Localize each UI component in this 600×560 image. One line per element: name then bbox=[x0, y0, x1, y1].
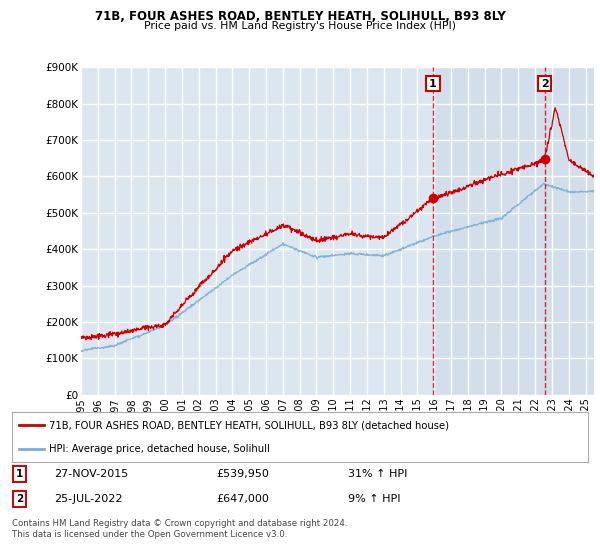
Text: 71B, FOUR ASHES ROAD, BENTLEY HEATH, SOLIHULL, B93 8LY: 71B, FOUR ASHES ROAD, BENTLEY HEATH, SOL… bbox=[95, 10, 505, 23]
Text: 2: 2 bbox=[16, 494, 23, 504]
Text: £539,950: £539,950 bbox=[216, 469, 269, 479]
Text: 31% ↑ HPI: 31% ↑ HPI bbox=[348, 469, 407, 479]
Text: 27-NOV-2015: 27-NOV-2015 bbox=[54, 469, 128, 479]
Text: 71B, FOUR ASHES ROAD, BENTLEY HEATH, SOLIHULL, B93 8LY (detached house): 71B, FOUR ASHES ROAD, BENTLEY HEATH, SOL… bbox=[49, 420, 449, 430]
Text: 1: 1 bbox=[16, 469, 23, 479]
Text: 9% ↑ HPI: 9% ↑ HPI bbox=[348, 494, 401, 504]
Text: Contains HM Land Registry data © Crown copyright and database right 2024.
This d: Contains HM Land Registry data © Crown c… bbox=[12, 519, 347, 539]
Text: 1: 1 bbox=[429, 78, 437, 88]
Text: 2: 2 bbox=[541, 78, 548, 88]
Bar bbox=[433, 67, 594, 395]
Text: £647,000: £647,000 bbox=[216, 494, 269, 504]
Text: HPI: Average price, detached house, Solihull: HPI: Average price, detached house, Soli… bbox=[49, 445, 271, 454]
Text: Price paid vs. HM Land Registry's House Price Index (HPI): Price paid vs. HM Land Registry's House … bbox=[144, 21, 456, 31]
Text: 25-JUL-2022: 25-JUL-2022 bbox=[54, 494, 122, 504]
